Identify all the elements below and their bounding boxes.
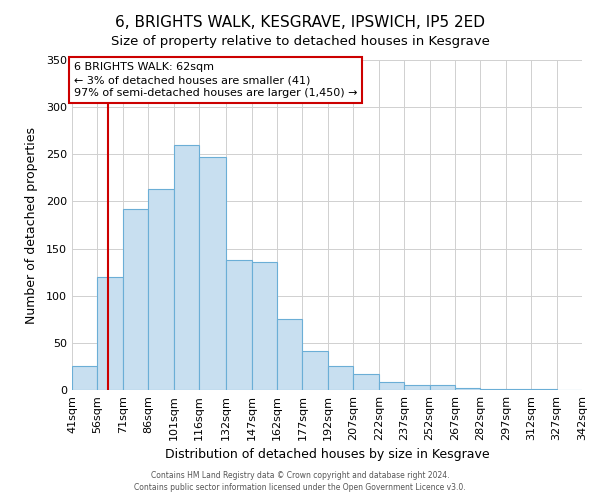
Bar <box>353 374 379 390</box>
Bar <box>148 189 173 390</box>
Bar <box>455 388 481 390</box>
Text: 6 BRIGHTS WALK: 62sqm
← 3% of detached houses are smaller (41)
97% of semi-detac: 6 BRIGHTS WALK: 62sqm ← 3% of detached h… <box>74 62 357 98</box>
Bar <box>226 260 251 390</box>
Bar <box>328 366 353 390</box>
Bar <box>302 352 328 390</box>
Bar <box>481 389 506 390</box>
Y-axis label: Number of detached properties: Number of detached properties <box>25 126 38 324</box>
Text: Contains HM Land Registry data © Crown copyright and database right 2024.
Contai: Contains HM Land Registry data © Crown c… <box>134 471 466 492</box>
Bar <box>379 382 404 390</box>
Bar <box>404 386 430 390</box>
Bar <box>173 145 199 390</box>
Bar <box>531 389 557 390</box>
X-axis label: Distribution of detached houses by size in Kesgrave: Distribution of detached houses by size … <box>164 448 490 462</box>
Bar <box>199 157 226 390</box>
Bar <box>506 389 531 390</box>
Bar <box>430 386 455 390</box>
Text: Size of property relative to detached houses in Kesgrave: Size of property relative to detached ho… <box>110 35 490 48</box>
Bar <box>277 320 302 390</box>
Bar <box>97 277 123 390</box>
Bar <box>72 366 97 390</box>
Bar <box>251 262 277 390</box>
Text: 6, BRIGHTS WALK, KESGRAVE, IPSWICH, IP5 2ED: 6, BRIGHTS WALK, KESGRAVE, IPSWICH, IP5 … <box>115 15 485 30</box>
Bar <box>123 209 148 390</box>
